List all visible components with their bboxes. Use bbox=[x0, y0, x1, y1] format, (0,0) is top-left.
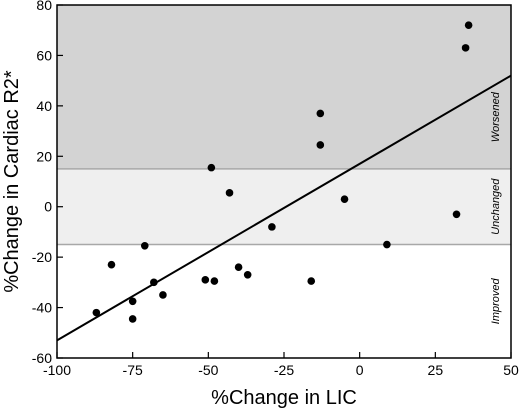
y-tick-label: -20 bbox=[32, 249, 52, 265]
data-point bbox=[234, 263, 243, 272]
x-tick-label: -25 bbox=[274, 362, 294, 378]
threshold-lines bbox=[57, 168, 511, 246]
data-point bbox=[383, 240, 391, 249]
data-point bbox=[107, 260, 116, 269]
x-tick-label: 50 bbox=[503, 362, 519, 378]
y-axis-title: %Change in Cardiac R2* bbox=[1, 70, 23, 293]
data-point bbox=[159, 291, 167, 299]
data-point bbox=[340, 195, 349, 203]
region-band-worsened bbox=[57, 5, 511, 169]
data-point bbox=[140, 241, 149, 250]
region-labels: Worsened Unchanged Improved bbox=[490, 91, 502, 324]
x-tick-label: -50 bbox=[198, 362, 218, 378]
data-point bbox=[207, 163, 216, 172]
data-point bbox=[461, 44, 470, 52]
y-tick-label: 20 bbox=[36, 148, 52, 164]
data-point bbox=[128, 315, 137, 323]
y-axis-ticks: -60 -40 -20 0 20 40 60 80 bbox=[32, 0, 63, 366]
y-tick-label: -60 bbox=[32, 350, 52, 366]
regression-line-group bbox=[56, 74, 512, 342]
y-tick-label: 40 bbox=[36, 98, 52, 114]
region-label-unchanged: Unchanged bbox=[490, 178, 502, 235]
data-point bbox=[268, 223, 276, 231]
data-point bbox=[225, 189, 234, 197]
data-point bbox=[128, 297, 137, 306]
region-label-worsened: Worsened bbox=[490, 91, 502, 142]
data-points bbox=[92, 21, 473, 323]
x-tick-label: -75 bbox=[123, 362, 143, 378]
data-point bbox=[316, 109, 325, 118]
x-tick-label: 0 bbox=[356, 362, 364, 378]
x-tick-label: -100 bbox=[43, 362, 71, 378]
y-tick-label: -40 bbox=[32, 300, 52, 316]
data-point bbox=[201, 276, 210, 284]
data-point bbox=[243, 270, 252, 279]
data-point bbox=[92, 308, 101, 317]
data-point bbox=[307, 277, 316, 285]
x-tick-label: 25 bbox=[428, 362, 444, 378]
data-point bbox=[210, 277, 219, 285]
x-axis-ticks: -100 -75 -50 -25 0 25 50 bbox=[43, 352, 519, 378]
data-point bbox=[316, 141, 325, 149]
x-axis-title: %Change in LIC bbox=[211, 387, 357, 409]
region-band-unchanged bbox=[57, 168, 511, 245]
data-point bbox=[150, 278, 158, 287]
y-tick-label: 0 bbox=[44, 199, 52, 215]
region-bands bbox=[57, 5, 511, 358]
regression-line bbox=[56, 74, 512, 342]
y-tick-label: 80 bbox=[36, 0, 52, 13]
data-point bbox=[464, 21, 473, 29]
region-label-improved: Improved bbox=[490, 277, 502, 324]
y-tick-label: 60 bbox=[36, 47, 52, 63]
data-point bbox=[452, 210, 461, 219]
